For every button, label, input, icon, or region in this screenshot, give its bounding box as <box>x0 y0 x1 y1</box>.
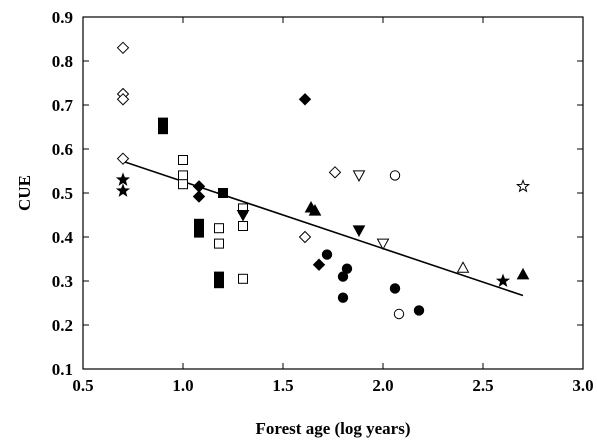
y-tick-label: 0.1 <box>52 360 73 379</box>
data-point-diamond-open <box>116 93 130 106</box>
y-axis-title: CUE <box>15 175 34 211</box>
data-point-diamond-filled <box>298 93 312 106</box>
y-tick-label: 0.6 <box>52 140 73 159</box>
data-points <box>115 41 531 320</box>
data-point-diamond-filled <box>312 258 326 271</box>
y-tick-label: 0.2 <box>52 316 73 335</box>
axis-ticks <box>82 16 584 370</box>
data-point-square-open <box>178 179 188 190</box>
data-point-square-open <box>214 238 224 249</box>
x-tick-label: 1.0 <box>172 376 193 395</box>
data-point-circle-filled <box>413 305 425 316</box>
data-point-diamond-open <box>116 41 130 55</box>
data-point-square-open <box>238 273 248 284</box>
data-point-triangle-up-filled <box>308 204 322 216</box>
data-point-diamond-filled <box>192 180 206 193</box>
y-tick-label: 0.7 <box>52 96 74 115</box>
data-point-star-filled <box>115 172 131 186</box>
x-tick-label: 3.0 <box>572 376 593 395</box>
data-point-square-filled <box>214 278 224 289</box>
data-point-square-filled <box>194 227 204 238</box>
data-point-triangle-down-filled <box>352 225 366 237</box>
data-point-circle-filled <box>321 249 333 260</box>
y-tick-label: 0.9 <box>52 8 73 27</box>
x-tick-label: 2.0 <box>372 376 393 395</box>
tick-labels: 0.5 1.0 1.5 2.0 2.5 3.0 0.1 0.2 0.3 0.4 0.5 0.6 0.7 0… <box>52 8 594 395</box>
data-point-square-filled <box>158 124 168 135</box>
data-point-circle-filled <box>337 292 349 303</box>
y-tick-label: 0.8 <box>52 52 73 71</box>
data-point-star-filled <box>115 183 131 197</box>
data-point-circle-open <box>393 308 405 320</box>
data-point-square-open <box>238 221 248 231</box>
data-point-triangle-down-open <box>376 238 390 251</box>
data-point-diamond-filled <box>192 190 206 203</box>
data-point-square-open <box>214 223 224 234</box>
data-point-circle-filled <box>341 263 353 274</box>
data-point-star-filled <box>495 273 511 288</box>
y-tick-label: 0.3 <box>52 272 73 291</box>
trendline-group <box>122 160 524 297</box>
data-point-square-open <box>178 155 188 165</box>
data-point-triangle-up-open <box>456 261 470 273</box>
x-axis-title: Forest age (log years) <box>256 419 411 438</box>
data-point-triangle-down-open <box>352 170 366 182</box>
data-point-circle-open <box>389 170 401 181</box>
data-point-square-filled <box>218 188 228 198</box>
data-point-star-open <box>515 178 531 193</box>
x-tick-label: 0.5 <box>72 376 93 395</box>
data-point-diamond-open <box>298 230 312 244</box>
x-tick-label: 1.5 <box>272 376 293 395</box>
data-point-square-open <box>178 170 188 181</box>
data-point-diamond-open <box>328 166 342 179</box>
data-point-square-filled <box>194 218 204 229</box>
plot-frame <box>82 16 584 370</box>
x-tick-label: 2.5 <box>472 376 493 395</box>
y-tick-label: 0.4 <box>52 228 74 247</box>
data-point-triangle-down-filled <box>236 210 250 222</box>
trendline <box>122 160 524 297</box>
data-point-diamond-open <box>116 152 130 165</box>
data-point-circle-filled <box>389 283 401 294</box>
data-point-triangle-up-filled <box>516 267 530 280</box>
y-tick-label: 0.5 <box>52 184 73 203</box>
